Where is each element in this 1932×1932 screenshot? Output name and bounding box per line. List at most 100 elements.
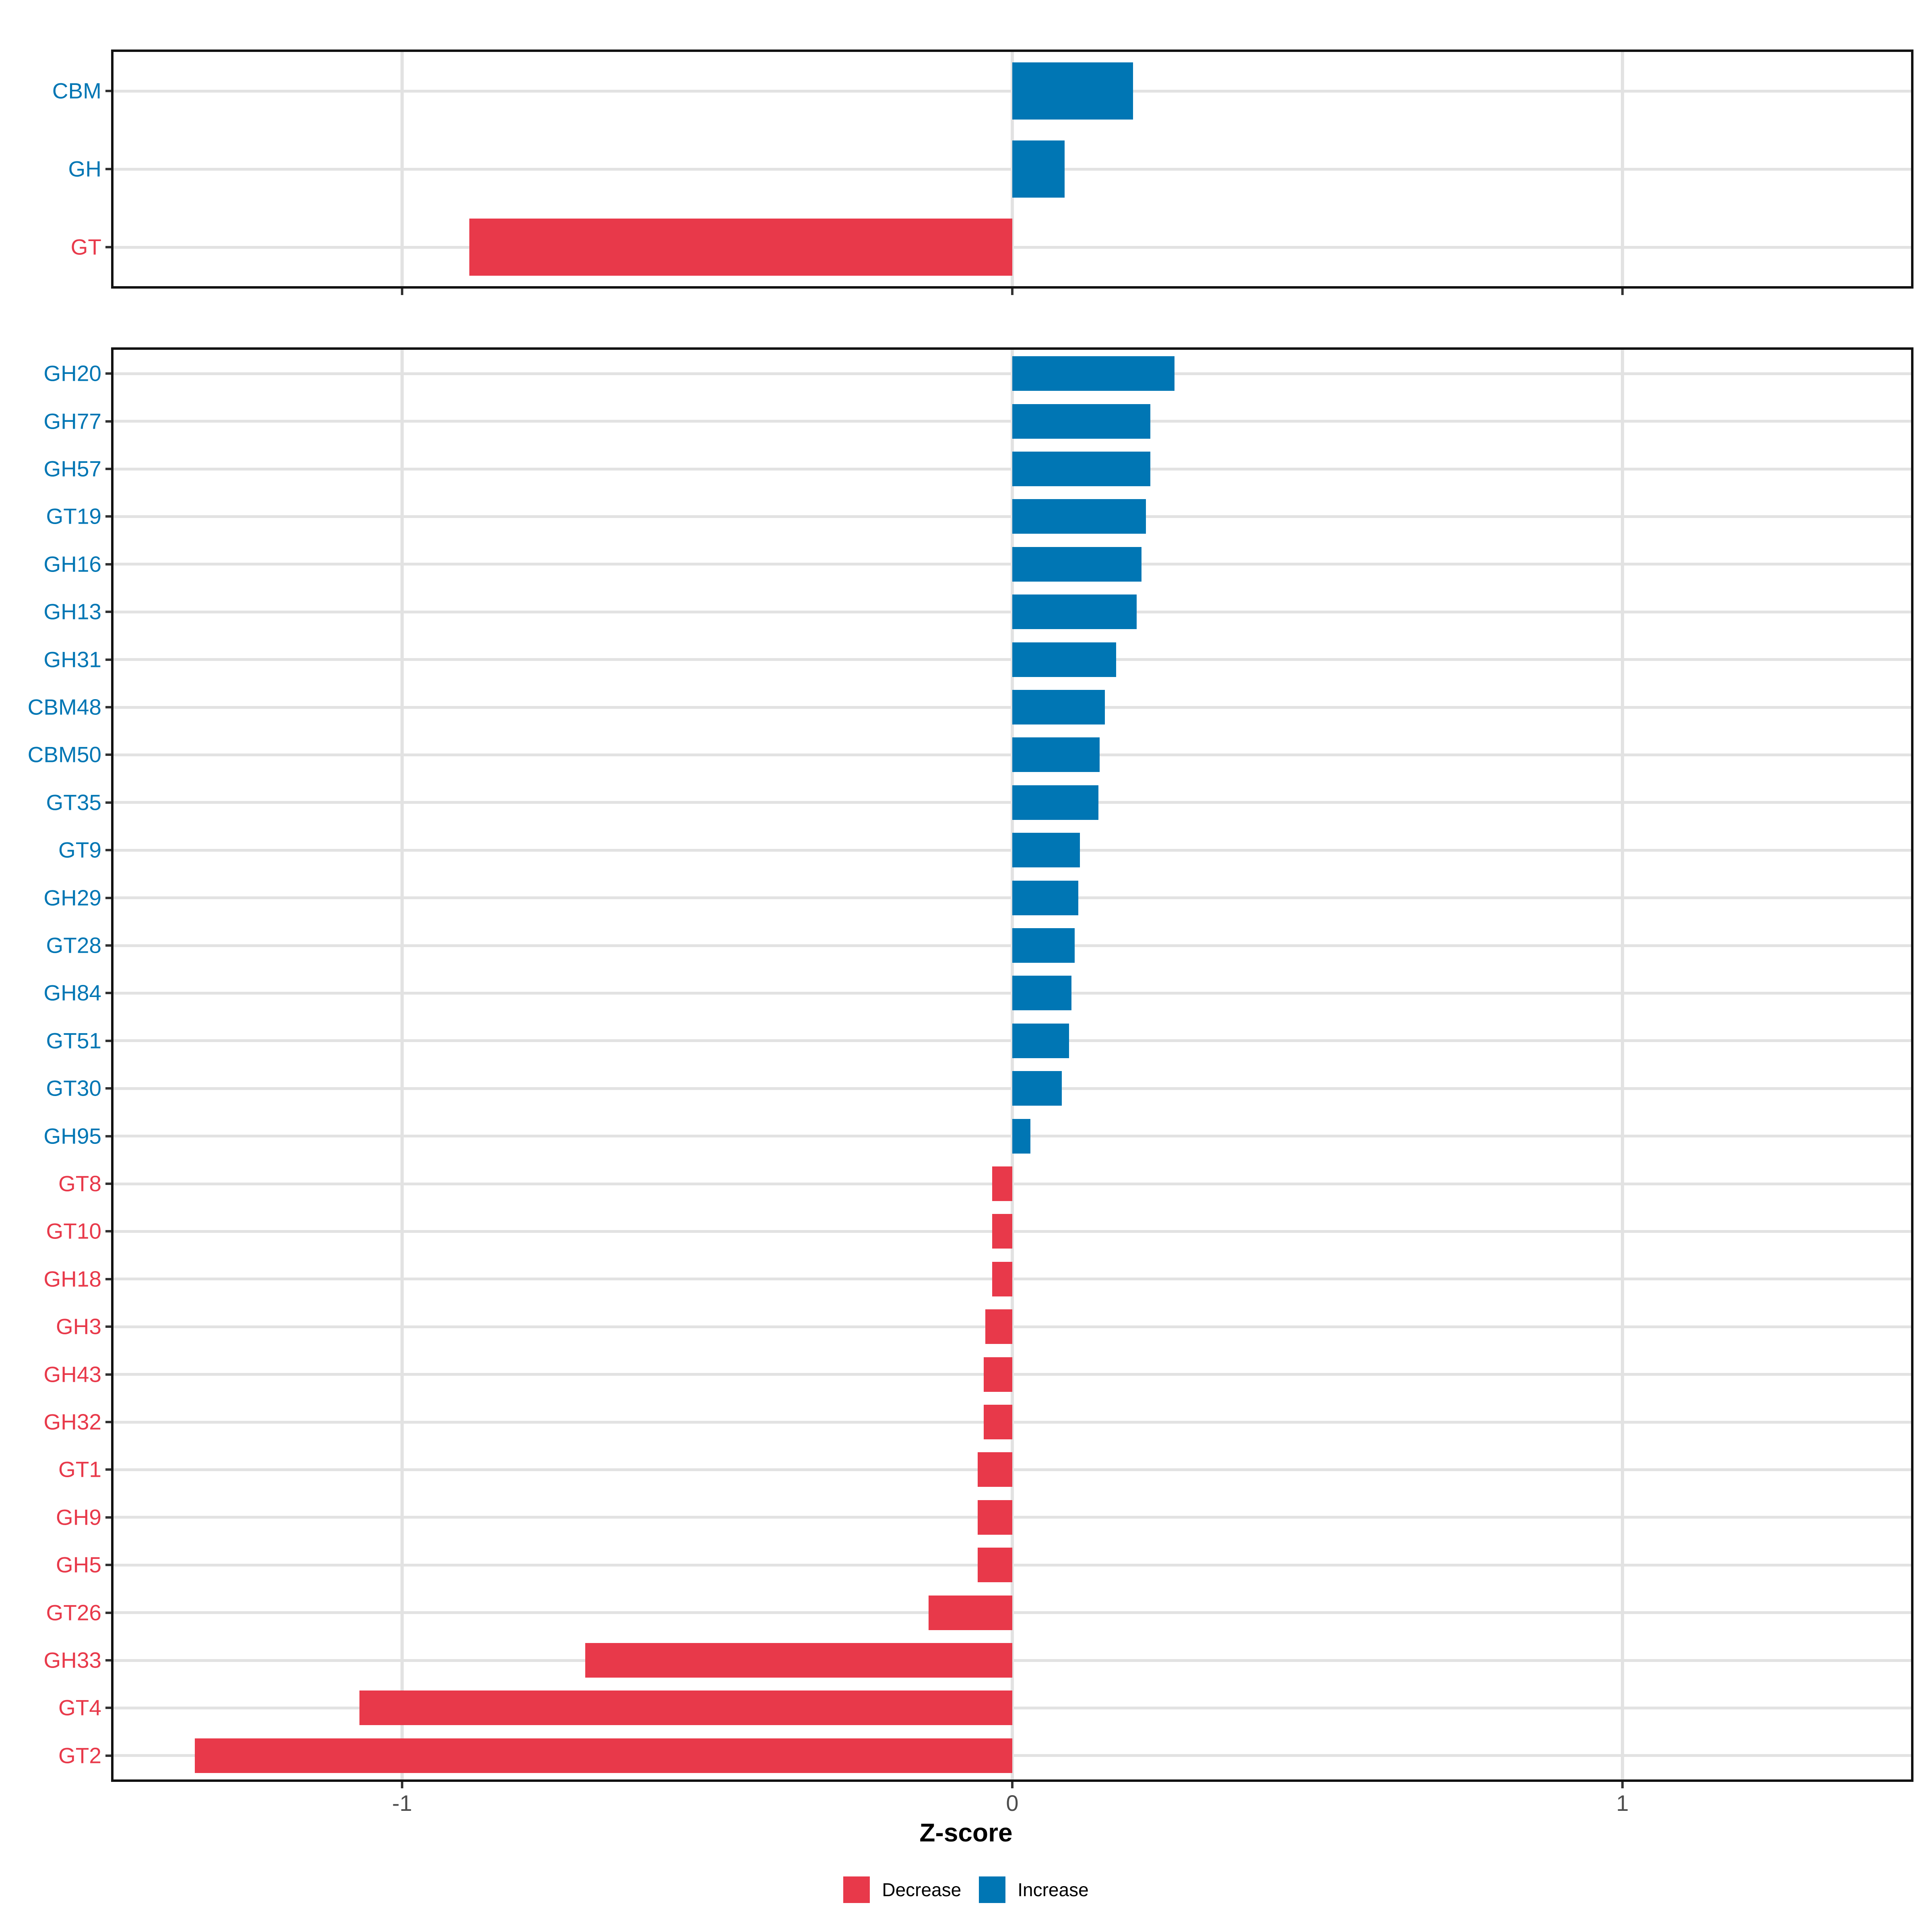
bar-GT9 bbox=[1012, 833, 1080, 867]
y-tick-GH bbox=[105, 168, 111, 170]
bar-GH20 bbox=[1012, 356, 1174, 391]
horizontal-gridline-GT1 bbox=[114, 1468, 1911, 1471]
y-axis-label-GH77: GH77 bbox=[43, 409, 101, 434]
y-tick-GH20 bbox=[105, 372, 111, 375]
bar-GH9 bbox=[978, 1500, 1012, 1535]
bar-GH5 bbox=[978, 1548, 1012, 1582]
horizontal-gridline-GH18 bbox=[114, 1278, 1911, 1280]
y-tick-GH29 bbox=[105, 897, 111, 899]
y-tick-GH57 bbox=[105, 468, 111, 470]
horizontal-gridline-GH32 bbox=[114, 1421, 1911, 1424]
y-tick-GT2 bbox=[105, 1754, 111, 1757]
y-tick-GH95 bbox=[105, 1135, 111, 1137]
legend-label-increase: Increase bbox=[1018, 1879, 1089, 1900]
panel-class-level bbox=[111, 50, 1913, 289]
y-axis-label-GH9: GH9 bbox=[56, 1505, 101, 1530]
legend-swatch-increase bbox=[979, 1876, 1006, 1903]
y-axis-label-GT1: GT1 bbox=[58, 1457, 101, 1482]
y-tick-GH9 bbox=[105, 1516, 111, 1519]
vertical-gridline-x1 bbox=[1621, 350, 1624, 1779]
bar-GH95 bbox=[1012, 1119, 1030, 1154]
y-axis-label-GT8: GT8 bbox=[58, 1171, 101, 1196]
x-tick--1-panel1 bbox=[401, 1782, 403, 1788]
bar-GH29 bbox=[1012, 881, 1078, 915]
y-tick-GT35 bbox=[105, 801, 111, 804]
y-axis-label-GT26: GT26 bbox=[46, 1600, 101, 1625]
bar-GT8 bbox=[992, 1166, 1012, 1201]
y-axis-label-GH84: GH84 bbox=[43, 980, 101, 1005]
horizontal-gridline-GT2 bbox=[114, 1754, 1911, 1757]
y-tick-GT8 bbox=[105, 1183, 111, 1185]
y-tick-GH3 bbox=[105, 1325, 111, 1328]
bar-GH bbox=[1012, 140, 1065, 198]
bar-GT10 bbox=[992, 1214, 1012, 1249]
y-axis-label-GH3: GH3 bbox=[56, 1314, 101, 1339]
y-tick-GT10 bbox=[105, 1230, 111, 1232]
legend-entry-increase: Increase bbox=[979, 1876, 1089, 1903]
x-tick-0-panel0 bbox=[1011, 289, 1013, 295]
y-axis-label-GH13: GH13 bbox=[43, 599, 101, 624]
panel-family-level bbox=[111, 347, 1913, 1782]
horizontal-gridline-GH5 bbox=[114, 1564, 1911, 1567]
horizontal-gridline-GT bbox=[114, 246, 1911, 249]
y-axis-label-GH5: GH5 bbox=[56, 1552, 101, 1577]
legend-swatch-decrease bbox=[843, 1876, 870, 1903]
vertical-gridline-x0 bbox=[1011, 350, 1014, 1779]
y-axis-label-GH29: GH29 bbox=[43, 885, 101, 910]
horizontal-gridline-GH33 bbox=[114, 1659, 1911, 1662]
x-tick-1-panel1 bbox=[1621, 1782, 1624, 1788]
y-tick-CBM50 bbox=[105, 753, 111, 756]
y-tick-GT26 bbox=[105, 1612, 111, 1614]
x-axis-title: Z-score bbox=[919, 1818, 1013, 1847]
y-tick-GH5 bbox=[105, 1564, 111, 1566]
y-axis-label-GT10: GT10 bbox=[46, 1218, 101, 1244]
y-axis-label-GT30: GT30 bbox=[46, 1075, 101, 1101]
y-axis-label-GH33: GH33 bbox=[43, 1647, 101, 1673]
x-tick--1-panel0 bbox=[401, 289, 403, 295]
bar-GT4 bbox=[359, 1690, 1012, 1725]
y-tick-CBM48 bbox=[105, 706, 111, 708]
y-tick-GH33 bbox=[105, 1659, 111, 1662]
x-tick-label--1: -1 bbox=[392, 1790, 412, 1816]
bar-GT2 bbox=[195, 1738, 1012, 1773]
legend: Decrease Increase bbox=[0, 1874, 1932, 1906]
bar-GH13 bbox=[1012, 594, 1137, 629]
y-axis-label-GT2: GT2 bbox=[58, 1743, 101, 1768]
y-tick-GH32 bbox=[105, 1421, 111, 1423]
y-tick-GT30 bbox=[105, 1087, 111, 1090]
legend-label-decrease: Decrease bbox=[882, 1879, 962, 1900]
bar-GT26 bbox=[929, 1596, 1012, 1630]
legend-entry-decrease: Decrease bbox=[843, 1876, 961, 1903]
y-axis-label-GT9: GT9 bbox=[58, 837, 101, 863]
bar-GH3 bbox=[985, 1309, 1012, 1344]
y-tick-GH77 bbox=[105, 420, 111, 423]
horizontal-gridline-GH9 bbox=[114, 1516, 1911, 1519]
y-axis-label-GH31: GH31 bbox=[43, 647, 101, 672]
y-tick-GH43 bbox=[105, 1373, 111, 1376]
bar-GH43 bbox=[984, 1357, 1012, 1392]
horizontal-gridline-GT8 bbox=[114, 1183, 1911, 1185]
y-tick-GT1 bbox=[105, 1468, 111, 1471]
bar-GH57 bbox=[1012, 452, 1150, 486]
y-axis-label-CBM: CBM bbox=[52, 78, 101, 103]
bar-GH33 bbox=[585, 1643, 1012, 1678]
y-axis-label-GH95: GH95 bbox=[43, 1123, 101, 1149]
bar-GH31 bbox=[1012, 642, 1116, 677]
y-tick-GT4 bbox=[105, 1707, 111, 1709]
vertical-gridline-x-1 bbox=[400, 350, 404, 1779]
bar-GT1 bbox=[978, 1452, 1012, 1487]
y-tick-CBM bbox=[105, 90, 111, 92]
bar-CBM bbox=[1012, 62, 1133, 120]
y-axis-label-GH57: GH57 bbox=[43, 456, 101, 481]
y-axis-label-GH43: GH43 bbox=[43, 1362, 101, 1387]
y-axis-label-CBM50: CBM50 bbox=[27, 742, 101, 767]
bar-GT19 bbox=[1012, 499, 1146, 534]
x-tick-0-panel1 bbox=[1011, 1782, 1013, 1788]
y-axis-label-GT19: GT19 bbox=[46, 504, 101, 529]
bar-GT35 bbox=[1012, 785, 1098, 820]
y-axis-label-GT35: GT35 bbox=[46, 790, 101, 815]
y-tick-GT19 bbox=[105, 515, 111, 518]
y-axis-label-GH20: GH20 bbox=[43, 361, 101, 386]
x-tick-1-panel0 bbox=[1621, 289, 1624, 295]
